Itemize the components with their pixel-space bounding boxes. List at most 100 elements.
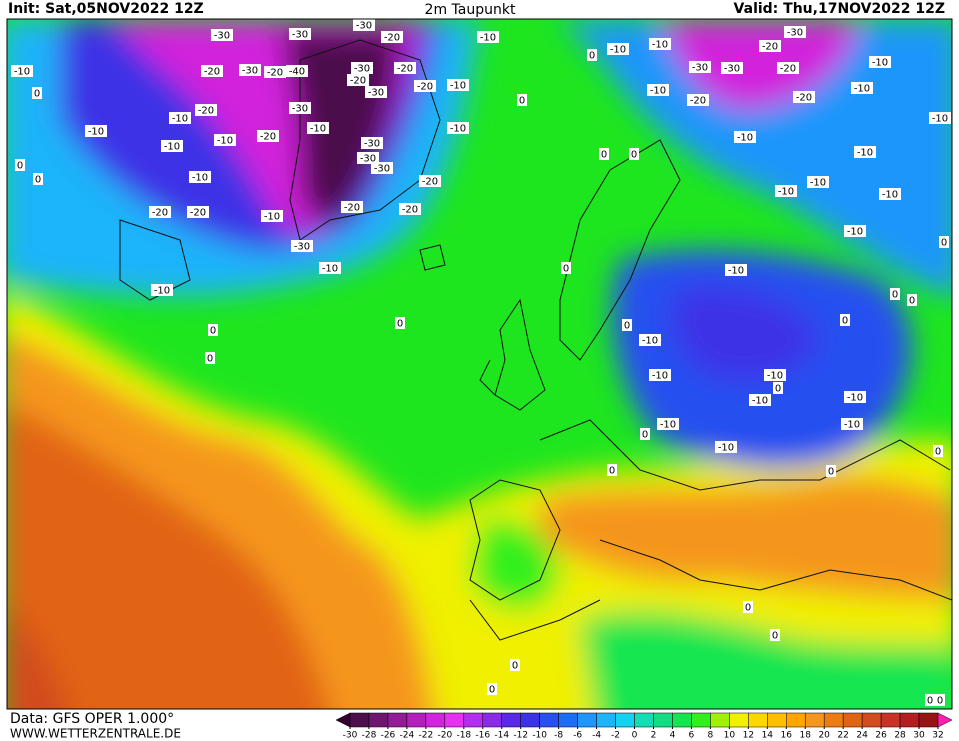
contour-label-box [689, 61, 711, 73]
contour-label-box [657, 418, 679, 430]
contour-label-box [169, 112, 191, 124]
contour-label: -10 [857, 148, 873, 159]
contour-label: -30 [787, 28, 803, 39]
map-title: 2m Taupunkt [425, 2, 516, 18]
contour-label: -10 [872, 58, 888, 69]
contour-label: 0 [207, 354, 213, 365]
contour-label: 0 [519, 96, 525, 107]
colorbar-tick-label: 6 [689, 731, 695, 741]
colorbar-tick-label: -28 [362, 731, 377, 741]
contour-label-box [353, 19, 375, 31]
contour-label-box [851, 82, 873, 94]
contour-label-box [32, 87, 42, 99]
colorbar-tick-label: 22 [837, 731, 848, 741]
colorbar-tick-label: -12 [513, 731, 528, 741]
contour-label: -30 [356, 21, 372, 32]
contour-label-box [214, 134, 236, 146]
contour-label: 0 [772, 631, 778, 642]
contour-label: -20 [417, 82, 433, 93]
contour-label-box [807, 176, 829, 188]
contour-label-box [447, 122, 469, 134]
contour-label-box [826, 465, 836, 477]
colorbar-tick-label: 2 [651, 731, 657, 741]
contour-label: -30 [360, 154, 376, 165]
contour-label: -10 [882, 190, 898, 201]
contour-label-box [854, 146, 876, 158]
colorbar-bin [349, 712, 370, 728]
contour-label-box [205, 352, 215, 364]
contour-label-box [764, 369, 786, 381]
colorbar-bin [899, 712, 920, 728]
colorbar-bin [634, 712, 654, 728]
contour-label: -10 [642, 336, 658, 347]
colorbar-bin [767, 712, 787, 728]
contour-label: 0 [941, 238, 947, 249]
colorbar-bin [729, 712, 749, 728]
contour-label-box [341, 201, 363, 213]
contour-label: -10 [810, 178, 826, 189]
colorbar-bin [387, 712, 408, 728]
contour-label: -10 [767, 371, 783, 382]
contour-label-box [773, 382, 783, 394]
colorbar-bin [558, 712, 578, 728]
contour-label: -10 [728, 266, 744, 277]
colorbar-tick-label: -18 [456, 731, 471, 741]
contour-label: 0 [489, 685, 495, 696]
website: WWW.WETTERZENTRALE.DE [10, 727, 181, 741]
contour-label-box [587, 49, 597, 61]
colorbar-tick-label: -4 [592, 731, 601, 741]
contour-label: 0 [512, 661, 518, 672]
contour-label-box [286, 65, 308, 77]
contour-label: 0 [927, 696, 933, 707]
contour-label-box [161, 140, 183, 152]
colorbar-bin [596, 712, 616, 728]
contour-label: -30 [692, 63, 708, 74]
contour-label: -10 [737, 133, 753, 144]
contour-label-box [647, 84, 669, 96]
colorbar-tick-label: -10 [532, 731, 547, 741]
colorbar-bin [672, 712, 692, 728]
colorbar-bin [786, 712, 806, 728]
contour-label-box [419, 175, 441, 187]
colorbar-tick-label: -8 [554, 731, 563, 741]
contour-label-box [264, 66, 286, 78]
contour-label-box [33, 173, 43, 185]
contour-label: -20 [260, 132, 276, 143]
init-time: Init: Sat,05NOV2022 12Z [8, 1, 204, 17]
contour-label-box [510, 659, 520, 671]
contour-label-box [239, 64, 261, 76]
contour-label: -10 [847, 227, 863, 238]
contour-label: -20 [384, 33, 400, 44]
colorbar-tick-label: 14 [762, 731, 774, 741]
contour-label-box [844, 391, 866, 403]
contour-label: 0 [642, 430, 648, 441]
contour-label: -30 [242, 66, 258, 77]
colorbar-tick-label: -30 [343, 731, 358, 741]
contour-label-box [929, 112, 951, 124]
colorbar-bin [861, 712, 882, 728]
contour-label-box [414, 80, 436, 92]
colorbar-arrow-high [937, 712, 953, 728]
map: -30 -30-30-20-20 -30 -20 -40 -30-20-30-20 -10-… [7, 19, 952, 709]
colorbar-bin [482, 712, 502, 728]
colorbar-bin [425, 712, 446, 728]
colorbar-bin [539, 712, 559, 728]
colorbar-tick-label: -22 [419, 731, 434, 741]
contour-label-box [869, 56, 891, 68]
colorbar-bin [463, 712, 484, 728]
contour-label-box [487, 683, 497, 695]
contour-label-box [394, 62, 416, 74]
contour-label: -10 [650, 86, 666, 97]
contour-label-box [289, 102, 311, 114]
contour-label: -10 [172, 114, 188, 125]
contour-label-box [607, 43, 629, 55]
contour-label: -10 [652, 371, 668, 382]
contour-label: -20 [350, 76, 366, 87]
contour-label: -20 [344, 203, 360, 214]
contour-label: -10 [718, 443, 734, 454]
contour-label-box [734, 131, 756, 143]
contour-label-box [15, 159, 25, 171]
contour-label: 0 [842, 316, 848, 327]
contour-label: -10 [88, 127, 104, 138]
contour-label-box [361, 137, 383, 149]
